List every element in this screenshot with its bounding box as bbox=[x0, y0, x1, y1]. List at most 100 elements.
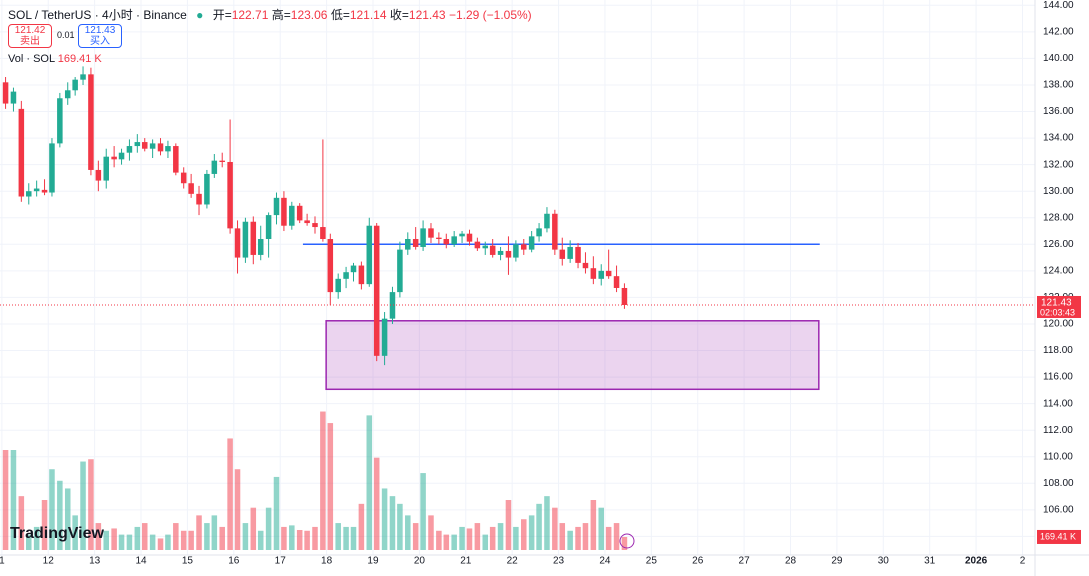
volume-bar bbox=[497, 523, 504, 550]
candle-body bbox=[358, 265, 365, 285]
volume-bar bbox=[544, 496, 550, 550]
volume-bar bbox=[126, 534, 133, 550]
volume-bar bbox=[234, 469, 241, 550]
volume-bar bbox=[320, 411, 326, 550]
candle-body bbox=[621, 287, 628, 305]
close-label: 收= bbox=[389, 8, 409, 22]
sell-button[interactable]: 121.42 卖出 bbox=[8, 24, 52, 48]
volume-bar bbox=[366, 415, 373, 550]
candle-body bbox=[234, 228, 241, 258]
candle-body bbox=[57, 98, 63, 144]
volume-bar bbox=[49, 469, 55, 550]
volume-value: 169.41 K bbox=[57, 53, 102, 65]
y-tick-label: 136.00 bbox=[1043, 106, 1074, 117]
candle-body bbox=[366, 225, 373, 285]
candle-body bbox=[412, 238, 419, 247]
volume-bar bbox=[412, 523, 419, 550]
volume-bar bbox=[436, 530, 442, 550]
x-tick-label: 1 bbox=[0, 556, 5, 567]
volume-bar bbox=[474, 523, 481, 550]
volume-bar bbox=[505, 500, 512, 550]
candle-body bbox=[80, 74, 86, 80]
candle-body bbox=[88, 74, 94, 170]
volume-bar bbox=[227, 438, 233, 550]
candle-body bbox=[289, 205, 295, 226]
volume-bar bbox=[420, 473, 426, 550]
candle-body bbox=[466, 233, 473, 242]
y-tick-label: 120.00 bbox=[1043, 319, 1074, 330]
candle-body bbox=[505, 250, 512, 258]
x-tick-label: 31 bbox=[924, 556, 936, 567]
symbol-title[interactable]: SOL / TetherUS · 4小时 · Binance bbox=[8, 8, 187, 22]
candle-body bbox=[211, 160, 218, 174]
volume-bar bbox=[141, 523, 148, 550]
volume-bar bbox=[273, 476, 280, 550]
candle-body bbox=[141, 142, 148, 149]
buy-price: 121.43 bbox=[84, 25, 116, 36]
candle-body bbox=[49, 143, 55, 193]
low-value: 121.14 bbox=[349, 8, 387, 22]
candle-body bbox=[265, 215, 272, 239]
volume-bar bbox=[327, 423, 334, 550]
low-label: 低= bbox=[330, 8, 350, 22]
volume-bar bbox=[211, 515, 218, 550]
volume-bar bbox=[2, 450, 9, 550]
candle-body bbox=[598, 270, 604, 279]
candle-body bbox=[428, 228, 434, 238]
candle-body bbox=[373, 225, 380, 356]
volume-bar bbox=[521, 519, 527, 550]
candle-body bbox=[474, 241, 481, 249]
x-tick-label: 30 bbox=[878, 556, 890, 567]
x-tick-label: 21 bbox=[460, 556, 472, 567]
volume-bar bbox=[397, 503, 403, 550]
candle-body bbox=[149, 143, 156, 149]
buy-button[interactable]: 121.43 买入 bbox=[78, 24, 122, 48]
volume-bar bbox=[64, 488, 71, 550]
replay-icon[interactable] bbox=[619, 533, 635, 549]
candle-body bbox=[257, 238, 264, 255]
volume-bar bbox=[165, 534, 171, 550]
y-tick-label: 140.00 bbox=[1043, 53, 1074, 64]
candle-body bbox=[451, 236, 457, 245]
volume-bar bbox=[88, 459, 94, 550]
candle-body bbox=[567, 246, 573, 259]
volume-bar bbox=[343, 526, 349, 550]
open-label: 开= bbox=[212, 8, 232, 22]
x-tick-label: 26 bbox=[692, 556, 704, 567]
y-tick-label: 142.00 bbox=[1043, 27, 1074, 38]
x-tick-label: 23 bbox=[553, 556, 565, 567]
candle-body bbox=[544, 213, 550, 229]
volume-bar bbox=[118, 534, 125, 550]
x-tick-label: 2026 bbox=[965, 556, 988, 567]
spread: 0.01 bbox=[57, 30, 75, 40]
candle-body bbox=[312, 223, 318, 228]
candle-body bbox=[273, 197, 280, 216]
high-value: 123.06 bbox=[290, 8, 328, 22]
volume-bar bbox=[559, 523, 566, 550]
x-tick-label: 25 bbox=[646, 556, 658, 567]
volume-legend: Vol · SOL 169.41 K bbox=[8, 53, 102, 65]
y-tick-label: 114.00 bbox=[1043, 398, 1073, 409]
volume-bar bbox=[621, 536, 628, 550]
y-tick-label: 112.00 bbox=[1043, 425, 1073, 436]
volume-bar bbox=[428, 515, 434, 550]
y-tick-label: 106.00 bbox=[1043, 504, 1074, 515]
brand-logo[interactable]: TradingView bbox=[10, 525, 104, 543]
volume-bar bbox=[289, 525, 295, 550]
volume-bar bbox=[219, 526, 225, 550]
candle-body bbox=[613, 276, 620, 288]
x-tick-label: 14 bbox=[135, 556, 147, 567]
candle-body bbox=[420, 228, 426, 247]
volume-bar bbox=[513, 526, 519, 550]
candle-body bbox=[157, 143, 164, 152]
volume-bar bbox=[41, 500, 48, 550]
volume-bar bbox=[489, 526, 496, 550]
candle-body bbox=[10, 91, 17, 104]
volume-bar bbox=[373, 457, 380, 550]
candle-body bbox=[335, 278, 341, 293]
candle-body bbox=[575, 246, 581, 263]
volume-value-label: 169.41 K bbox=[1040, 531, 1076, 541]
volume-bar bbox=[188, 530, 194, 550]
